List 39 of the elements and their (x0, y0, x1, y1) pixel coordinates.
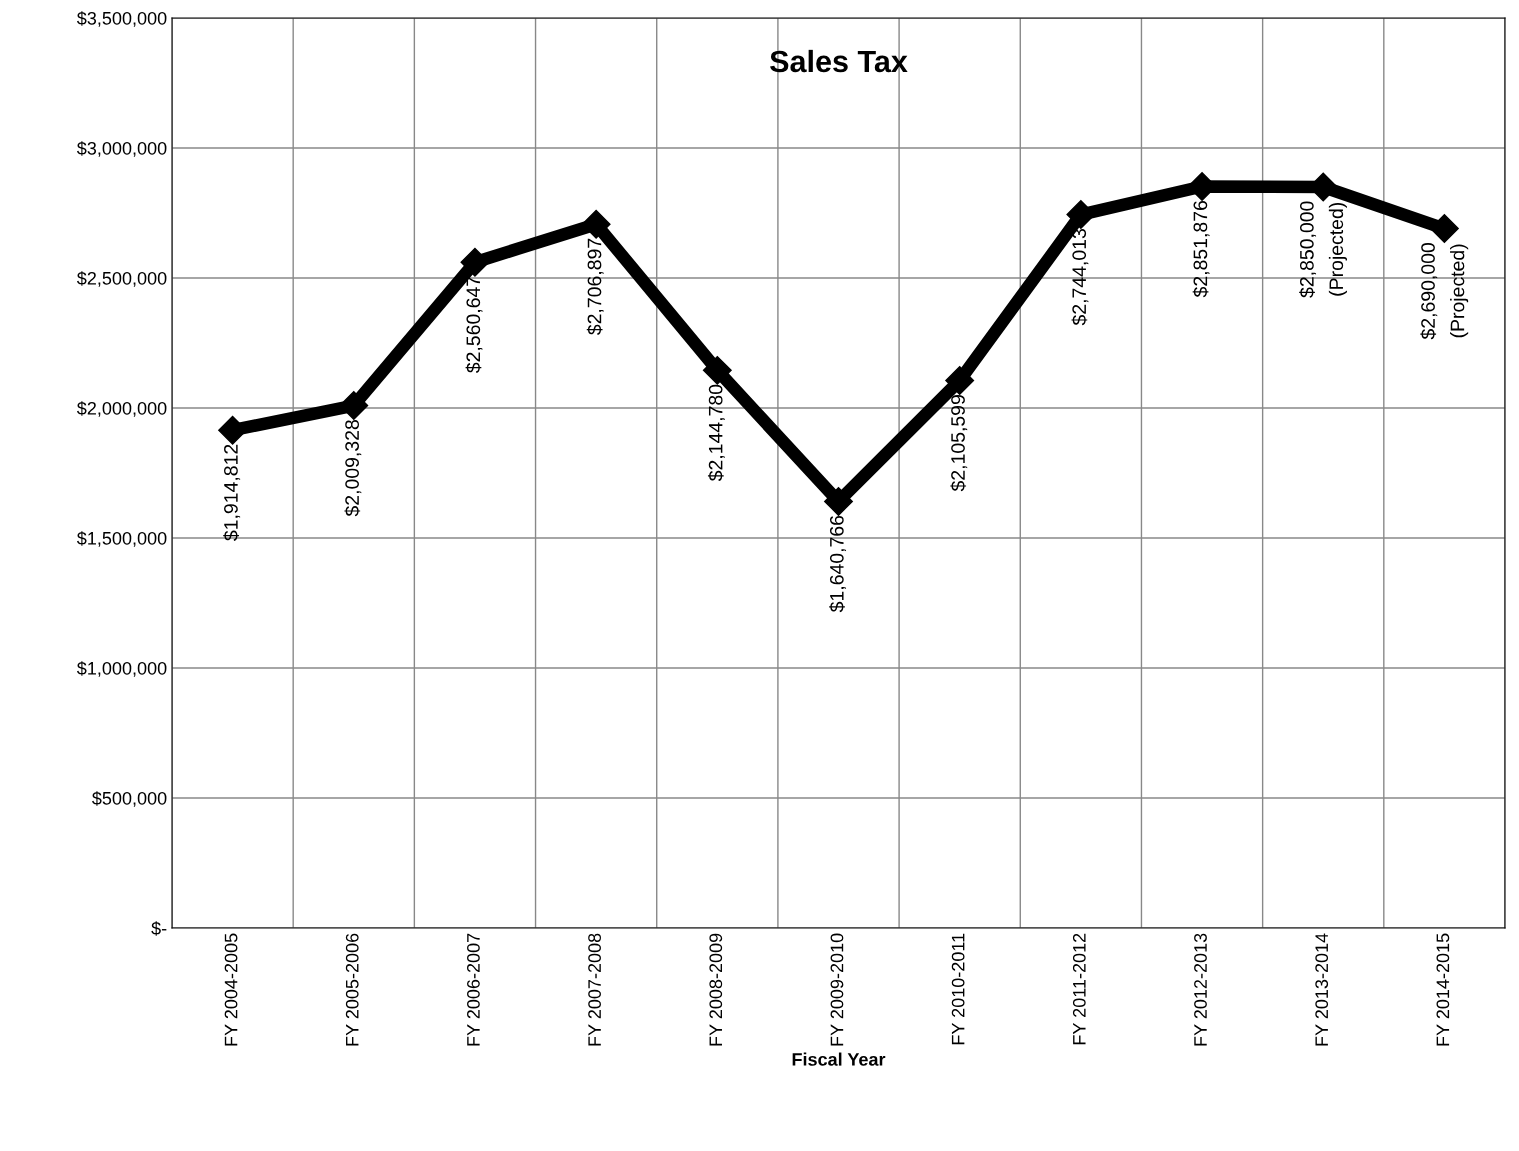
y-tick-label: $1,000,000 (76, 661, 167, 677)
point (702, 355, 732, 385)
x-tick-label: FY 2007-2008 (588, 933, 601, 1046)
point (824, 486, 853, 516)
y-tick-label: $- (151, 921, 167, 936)
point (339, 391, 369, 421)
y-tick-label: $1,500,000 (76, 531, 167, 547)
data-label: $2,560,647 (465, 276, 483, 373)
y-tick-label: $3,000,000 (76, 141, 167, 157)
y-tick-label: $2,000,000 (76, 401, 167, 417)
data-label: $2,690,000 (Projected) (1420, 243, 1469, 340)
x-tick-label: FY 2009-2010 (830, 933, 844, 1046)
x-tick-label: FY 2006-2007 (467, 933, 480, 1046)
data-label: $2,851,876 (1192, 201, 1210, 298)
x-tick-label: FY 2005-2006 (345, 933, 359, 1046)
data-label: $2,105,599 (950, 395, 968, 492)
data-label: $1,914,812 (223, 444, 241, 541)
x-tick-label: FY 2008-2009 (709, 933, 723, 1046)
data-label: $2,850,000 (Projected) (1299, 201, 1347, 298)
data-label: $2,009,328 (344, 420, 362, 517)
point (460, 247, 490, 277)
x-tick-label: FY 2004-2005 (224, 933, 238, 1046)
point (1429, 214, 1459, 244)
y-tick-label: $500,000 (92, 791, 167, 807)
x-tick-label: FY 2012-2013 (1194, 933, 1207, 1046)
data-label: $2,744,013 (1071, 229, 1089, 326)
data-label: $1,640,766 (829, 515, 847, 613)
x-axis-title: Fiscal Year (792, 1052, 886, 1066)
x-tick-label: FY 2014-2015 (1436, 933, 1450, 1046)
text: Sales Tax (770, 49, 908, 73)
x-tick-label: FY 2013-2014 (1315, 933, 1329, 1046)
y-tick-label: $3,500,000 (76, 11, 167, 27)
x-tick-label: FY 2011-2012 (1072, 933, 1086, 1045)
data-label: $2,144,780 (707, 384, 725, 482)
point (581, 209, 611, 239)
data-label: $2,706,897 (586, 238, 604, 335)
point (945, 366, 975, 395)
x-tick-label: FY 2010-2011 (951, 933, 965, 1045)
y-tick-label: $2,500,000 (76, 271, 167, 287)
